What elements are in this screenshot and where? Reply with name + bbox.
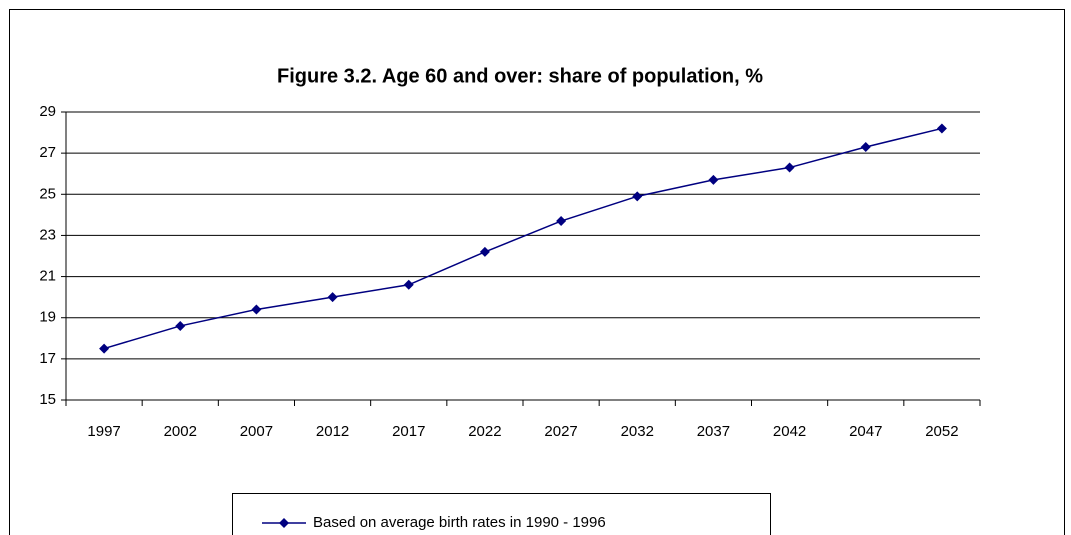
y-tick-label: 27 (39, 144, 56, 161)
point-marker (99, 343, 110, 354)
point-marker (708, 174, 719, 185)
x-tick-label: 2022 (468, 423, 501, 440)
legend-label: Based on average birth rates in 1990 - 1… (313, 514, 606, 531)
x-tick-label: 2012 (316, 423, 349, 440)
x-tick-label: 1997 (87, 423, 120, 440)
point-marker (860, 141, 871, 152)
point-marker (403, 279, 414, 290)
x-tick-label: 2047 (849, 423, 882, 440)
x-tick-label: 2027 (544, 423, 577, 440)
point-marker (251, 304, 262, 315)
y-tick-label: 21 (39, 268, 56, 285)
x-tick-label: 2002 (164, 423, 197, 440)
point-marker (327, 292, 338, 303)
y-tick-label: 25 (39, 185, 56, 202)
x-tick-label: 2032 (621, 423, 654, 440)
point-marker (556, 216, 567, 227)
y-tick-label: 17 (39, 350, 56, 367)
point-marker (784, 162, 795, 173)
y-tick-label: 23 (39, 226, 56, 243)
y-tick-label: 19 (39, 309, 56, 326)
x-tick-label: 2042 (773, 423, 806, 440)
point-marker (175, 320, 186, 331)
x-tick-label: 2007 (240, 423, 273, 440)
x-tick-label: 2052 (925, 423, 958, 440)
legend-marker (279, 518, 289, 528)
chart-title: Figure 3.2. Age 60 and over: share of po… (277, 65, 763, 87)
y-tick-label: 29 (39, 103, 56, 120)
point-marker (479, 246, 490, 257)
series-line (103, 127, 943, 350)
point-marker (632, 191, 643, 202)
point-marker (936, 123, 947, 134)
chart-frame (9, 9, 1065, 535)
legend-box (232, 493, 771, 535)
x-tick-label: 2037 (697, 423, 730, 440)
x-tick-label: 2017 (392, 423, 425, 440)
y-tick-label: 15 (39, 391, 56, 408)
